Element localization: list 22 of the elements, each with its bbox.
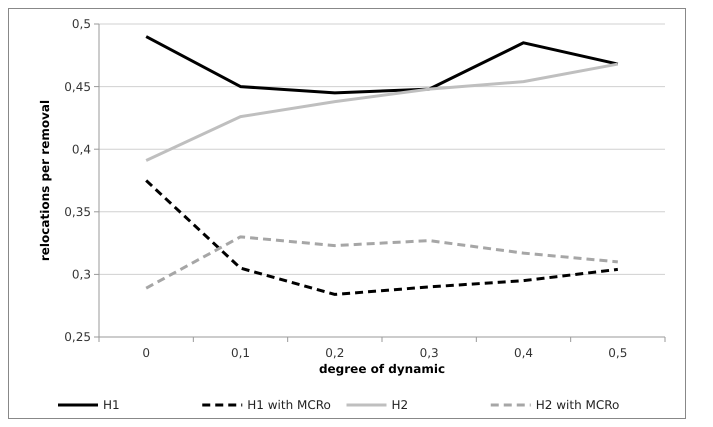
x-tick-label: 0,4: [514, 346, 534, 360]
legend-label: H2: [392, 398, 408, 412]
y-tick-label: 0,5: [72, 17, 91, 32]
x-tick-label: 0,3: [420, 346, 439, 360]
line-series: [144, 179, 620, 296]
line-series: [144, 235, 620, 290]
line-series: [144, 62, 620, 162]
x-tick-label: 0,2: [325, 346, 344, 360]
x-axis-title: degree of dynamic: [318, 362, 446, 376]
legend-label: H1: [103, 398, 120, 412]
legend-label: H2 with MCRo: [536, 398, 620, 412]
legend-label: H1 with MCRo: [247, 398, 331, 412]
y-tick-label: 0,45: [64, 80, 91, 94]
x-tick-label: 0: [142, 346, 150, 360]
x-tick-label: 0,5: [608, 346, 628, 360]
x-tick-label: 0,1: [230, 346, 250, 360]
y-axis-title: relocations per removal: [38, 100, 52, 262]
y-tick-label: 0,3: [72, 268, 91, 282]
y-tick-label: 0,4: [72, 142, 91, 156]
y-tick-label: 0,35: [64, 205, 91, 219]
line-series: [144, 35, 620, 94]
y-tick-label: 0,25: [64, 330, 91, 344]
